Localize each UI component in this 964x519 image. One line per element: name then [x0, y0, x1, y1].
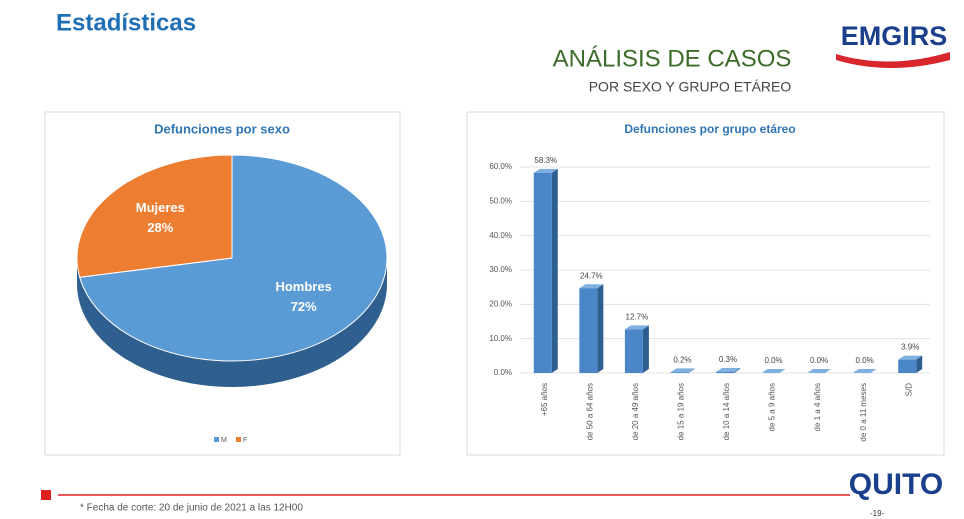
- bar-top: [579, 284, 604, 289]
- x-tick-label: +65 años: [540, 383, 549, 416]
- y-tick-label: 20.0%: [489, 299, 512, 308]
- slice-label: Mujeres: [136, 200, 185, 215]
- bar-value-label: 0.0%: [856, 356, 874, 365]
- x-tick-label: de 15 a 19 años: [677, 383, 686, 440]
- legend-label: F: [243, 437, 247, 444]
- y-tick-label: 0.0%: [494, 368, 512, 377]
- x-tick-label: de 5 a 9 años: [768, 383, 777, 431]
- bar: [716, 371, 734, 373]
- slice-label: Hombres: [275, 279, 331, 294]
- y-tick-label: 50.0%: [489, 196, 512, 205]
- bar-top: [624, 325, 649, 330]
- bar-value-label: 24.7%: [580, 271, 603, 280]
- bar-value-label: 12.7%: [626, 313, 649, 322]
- bar-side: [916, 355, 923, 373]
- heading: ANÁLISIS DE CASOS: [553, 45, 792, 72]
- bar: [533, 172, 552, 373]
- bar: [670, 372, 689, 373]
- footnote: * Fecha de corte: 20 de junio de 2021 a …: [80, 503, 303, 514]
- x-tick-label: de 10 a 14 años: [722, 383, 731, 440]
- bar-title: Defunciones por grupo etáreo: [624, 122, 795, 136]
- y-tick-label: 60.0%: [489, 162, 512, 171]
- bar-top: [898, 355, 923, 360]
- bar-top: [761, 369, 786, 373]
- bar-top: [533, 168, 558, 173]
- bar-side: [688, 368, 695, 373]
- bar-value-label: 0.2%: [673, 355, 691, 364]
- bar-value-label: 0.0%: [764, 356, 782, 365]
- x-tick-label: de 0 a 11 meses: [859, 383, 868, 442]
- legend-swatch: [214, 437, 219, 442]
- footer-square: [41, 490, 51, 500]
- bar-top: [852, 369, 877, 373]
- bar-top: [716, 367, 740, 372]
- slice-value: 28%: [147, 220, 173, 235]
- bar-side: [551, 168, 558, 373]
- slide-title: Estadísticas: [56, 9, 196, 36]
- y-tick-label: 40.0%: [489, 231, 512, 240]
- bar-value-label: 58.3%: [534, 156, 557, 165]
- y-tick-label: 30.0%: [489, 265, 512, 274]
- bar-side: [642, 325, 649, 373]
- bar-side: [597, 284, 604, 373]
- slice-value: 72%: [291, 299, 317, 314]
- x-tick-label: de 1 a 4 años: [813, 383, 822, 431]
- page-number: -19-: [870, 509, 885, 518]
- bar-top: [807, 369, 832, 373]
- bar-top: [670, 368, 695, 373]
- x-tick-label: de 50 a 64 años: [585, 383, 594, 440]
- pie-title: Defunciones por sexo: [154, 121, 290, 136]
- x-tick-label: de 20 a 49 años: [631, 383, 640, 440]
- bar-value-label: 3.9%: [901, 343, 919, 352]
- bar: [624, 329, 643, 373]
- bar: [898, 359, 917, 373]
- quito-logo: QUITO: [849, 468, 943, 501]
- logo-swoosh: [836, 52, 950, 68]
- legend-swatch: [236, 437, 241, 442]
- bar-side: [734, 367, 740, 373]
- bar-value-label: 0.3%: [719, 355, 737, 364]
- bar: [579, 288, 598, 373]
- pie-slice: [76, 154, 233, 278]
- x-tick-label: S/D: [904, 383, 913, 397]
- emgirs-logo: EMGIRS: [841, 21, 948, 51]
- legend-label: M: [221, 437, 227, 444]
- subheading: POR SEXO Y GRUPO ETÁREO: [589, 79, 792, 95]
- pie-slice: [79, 154, 388, 362]
- y-tick-label: 10.0%: [489, 334, 512, 343]
- bar-value-label: 0.0%: [810, 356, 828, 365]
